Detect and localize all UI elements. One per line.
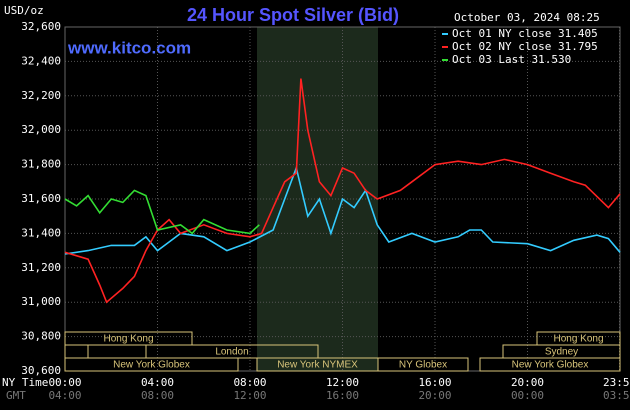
- y-tick-label: 31,200: [21, 261, 61, 274]
- y-tick-label: 32,200: [21, 89, 61, 102]
- x-tick-label: 12:00: [326, 376, 359, 389]
- y-tick-label: 32,600: [21, 20, 61, 33]
- chart-title: 24 Hour Spot Silver (Bid): [187, 5, 399, 25]
- x-tick-label: 23:59: [603, 376, 630, 389]
- timestamp: October 03, 2024 08:25: [454, 11, 600, 24]
- y-tick-label: 32,000: [21, 123, 61, 136]
- y-tick-label: 30,600: [21, 364, 61, 377]
- x-tick-label: 08:00: [233, 376, 266, 389]
- unit-label: USD/oz: [4, 4, 44, 17]
- x-tick-label: 04:00: [141, 376, 174, 389]
- x-tick-label: 16:00: [418, 376, 451, 389]
- x2-tick-label: 08:00: [141, 389, 174, 402]
- series-line: [64, 165, 621, 255]
- session-box: [64, 331, 193, 346]
- session-label: Sydney: [545, 347, 578, 358]
- x2-tick-label: 04:00: [48, 389, 81, 402]
- x2-tick-label: 00:00: [511, 389, 544, 402]
- y-tick-label: 31,400: [21, 226, 61, 239]
- session-label: New York Globex: [512, 360, 589, 371]
- y-tick-label: 32,400: [21, 54, 61, 67]
- session-label: London: [215, 347, 248, 358]
- x2-tick-label: 16:00: [326, 389, 359, 402]
- session-label: New York Globex: [113, 360, 190, 371]
- x2-tick-label: 03:59: [603, 389, 630, 402]
- y-tick-label: 31,800: [21, 158, 61, 171]
- x2-axis-label: GMT: [6, 389, 26, 402]
- x-axis-label: NY Time: [2, 376, 48, 389]
- y-tick-label: 31,000: [21, 295, 61, 308]
- y-tick-label: 30,800: [21, 330, 61, 343]
- session-label: Hong Kong: [103, 334, 153, 345]
- legend-label: Oct 01 NY close 31.405: [452, 27, 598, 40]
- x2-tick-label: 12:00: [233, 389, 266, 402]
- session-label: Hong Kong: [553, 334, 603, 345]
- website: www.kitco.com: [67, 38, 191, 57]
- series-line: [64, 189, 260, 235]
- x-tick-label: 00:00: [48, 376, 81, 389]
- series-line: [64, 78, 621, 304]
- session-box: [479, 357, 621, 372]
- x2-tick-label: 20:00: [418, 389, 451, 402]
- x-tick-label: 20:00: [511, 376, 544, 389]
- y-tick-label: 31,600: [21, 192, 61, 205]
- session-box: [377, 357, 469, 372]
- session-label: New York NYMEX: [277, 360, 358, 371]
- legend-label: Oct 02 NY close 31.795: [452, 40, 598, 53]
- session-box: [64, 357, 239, 372]
- legend-label: Oct 03 Last 31.530: [452, 53, 571, 66]
- session-label: NY Globex: [399, 360, 447, 371]
